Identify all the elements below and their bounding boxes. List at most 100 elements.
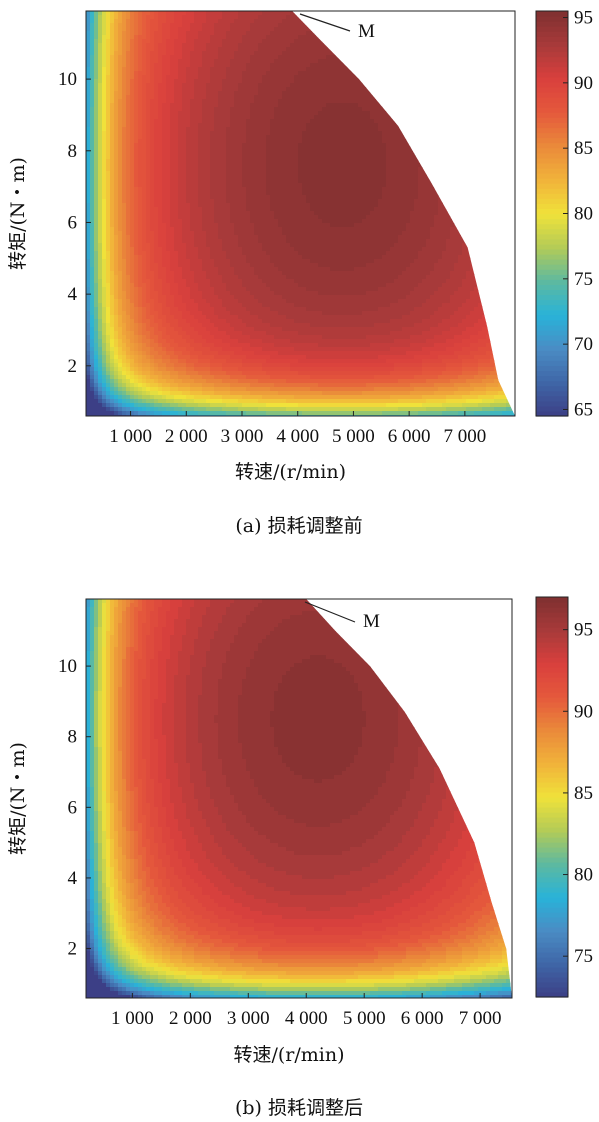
heat-cell <box>98 319 103 324</box>
heat-cell <box>134 179 139 184</box>
heat-cell <box>146 63 151 68</box>
heat-cell <box>206 279 211 284</box>
heat-cell <box>118 111 123 116</box>
heat-cell <box>186 315 191 320</box>
heat-cell <box>90 91 95 96</box>
heat-cell <box>190 235 195 240</box>
heat-cell <box>106 267 111 272</box>
heat-cell <box>190 335 195 340</box>
heat-cell <box>162 87 167 92</box>
heat-cell <box>186 235 191 240</box>
heat-cell <box>86 387 91 392</box>
heat-cell <box>178 355 183 360</box>
heat-cell <box>106 263 111 268</box>
heat-cell <box>170 403 175 408</box>
heat-cell <box>158 75 163 80</box>
heat-cell <box>166 279 171 284</box>
heat-cell <box>182 39 187 44</box>
heat-cell <box>206 327 211 332</box>
heat-cell <box>170 43 175 48</box>
heat-cell <box>142 199 147 204</box>
heat-cell <box>162 347 167 352</box>
heat-cell <box>262 307 267 312</box>
heat-cell <box>122 131 127 136</box>
heat-cell <box>234 131 239 136</box>
heat-cell <box>110 135 115 140</box>
heat-cell <box>174 255 179 260</box>
heat-cell <box>182 387 187 392</box>
heat-cell <box>110 43 115 48</box>
heat-cell <box>94 319 99 324</box>
heat-cell <box>170 119 175 124</box>
heat-cell <box>98 23 103 28</box>
heat-cell <box>174 307 179 312</box>
heat-cell <box>158 175 163 180</box>
heat-cell <box>166 259 171 264</box>
heat-cell <box>230 407 235 412</box>
heat-cell <box>194 379 199 384</box>
heat-cell <box>222 135 227 140</box>
heat-cell <box>106 235 111 240</box>
heat-cell <box>198 115 203 120</box>
heat-cell <box>230 355 235 360</box>
heat-cell <box>250 243 255 248</box>
heat-cell <box>278 411 283 416</box>
heat-cell <box>214 203 219 208</box>
heat-cell <box>90 123 95 128</box>
heat-cell <box>254 95 259 100</box>
heat-cell <box>146 191 151 196</box>
heat-cell <box>270 383 275 388</box>
heat-cell <box>162 371 167 376</box>
heat-cell <box>174 379 179 384</box>
heat-cell <box>150 343 155 348</box>
heat-cell <box>178 199 183 204</box>
heat-cell <box>174 327 179 332</box>
heat-cell <box>130 343 135 348</box>
heat-cell <box>174 235 179 240</box>
heat-cell <box>266 179 271 184</box>
heat-cell <box>274 223 279 228</box>
heat-cell <box>134 267 139 272</box>
heat-cell <box>270 235 275 240</box>
heat-cell <box>130 191 135 196</box>
heat-cell <box>250 123 255 128</box>
heat-cell <box>194 247 199 252</box>
heat-cell <box>134 315 139 320</box>
heat-cell <box>262 43 267 48</box>
heat-cell <box>210 207 215 212</box>
heat-cell <box>190 287 195 292</box>
heat-cell <box>118 395 123 400</box>
heat-cell <box>262 227 267 232</box>
heat-cell <box>218 335 223 340</box>
heat-cell <box>238 251 243 256</box>
heat-cell <box>106 27 111 32</box>
heat-cell <box>142 79 147 84</box>
heat-cell <box>218 287 223 292</box>
heat-cell <box>134 203 139 208</box>
heat-cell <box>178 299 183 304</box>
heat-cell <box>130 51 135 56</box>
heat-cell <box>266 175 271 180</box>
heat-cell <box>154 339 159 344</box>
heat-cell <box>154 83 159 88</box>
heat-cell <box>146 67 151 72</box>
heat-cell <box>142 211 147 216</box>
heat-cell <box>166 363 171 368</box>
heat-cell <box>194 251 199 256</box>
heat-cell <box>270 359 275 364</box>
heat-cell <box>250 383 255 388</box>
heat-cell <box>210 27 215 32</box>
heat-cell <box>198 27 203 32</box>
heat-cell <box>154 47 159 52</box>
heat-cell <box>214 367 219 372</box>
heat-cell <box>226 403 231 408</box>
heat-cell <box>246 331 251 336</box>
heat-cell <box>162 159 167 164</box>
heat-cell <box>210 379 215 384</box>
heat-cell <box>134 183 139 188</box>
heat-cell <box>254 255 259 260</box>
heat-cell <box>118 139 123 144</box>
heat-cell <box>278 71 283 76</box>
heat-cell <box>254 335 259 340</box>
heat-cell <box>158 279 163 284</box>
